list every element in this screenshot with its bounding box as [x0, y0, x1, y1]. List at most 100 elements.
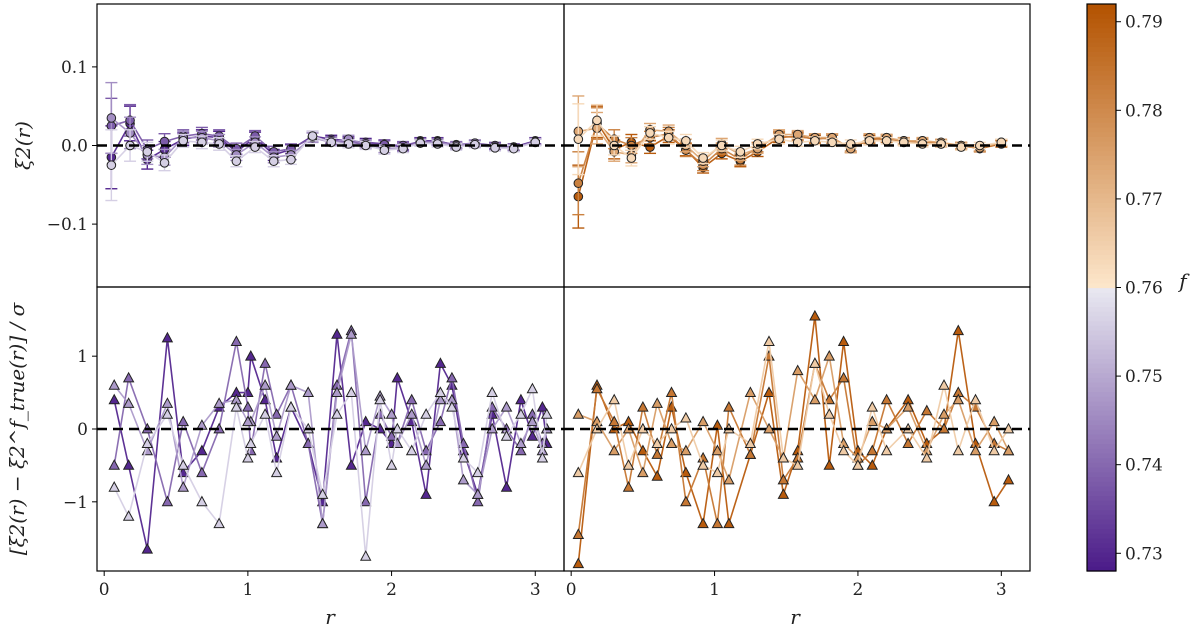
data-point [645, 128, 655, 138]
data-point [446, 400, 458, 412]
data-point [735, 146, 746, 157]
data-point [385, 430, 398, 441]
series-top-right-1 [572, 107, 1008, 216]
data-point [622, 481, 635, 492]
data-point [196, 466, 208, 478]
data-point [242, 451, 254, 463]
data-point [572, 466, 585, 478]
x-axis-label-right: r [790, 605, 801, 629]
data-point [142, 146, 153, 157]
data-point [952, 393, 965, 405]
data-point [697, 415, 709, 427]
data-point [420, 488, 432, 499]
colorbar-segment [1087, 51, 1116, 57]
colorbar-segment [1087, 410, 1116, 416]
colorbar-segment [1087, 448, 1116, 454]
colorbar-segment [1087, 566, 1116, 572]
colorbar-segment [1087, 509, 1116, 515]
data-point [637, 400, 649, 412]
data-point [446, 371, 458, 383]
data-point [651, 397, 663, 408]
colorbar-segment [1087, 514, 1116, 520]
data-point [434, 386, 447, 397]
data-point [988, 495, 1000, 507]
panel-bottom-left: 1 0 −1 0 1 2 3 [ξ2(r) − ξ2^f_true(r)] / σ [5, 286, 565, 600]
data-point [608, 393, 620, 405]
data-point [161, 408, 174, 419]
data-point [663, 132, 674, 143]
colorbar-segment [1087, 259, 1116, 265]
data-point [486, 386, 498, 397]
data-point [451, 142, 462, 152]
data-point [988, 444, 1000, 456]
data-point [752, 139, 763, 149]
colorbar-segment [1087, 476, 1116, 482]
colorbar-segment [1087, 27, 1116, 33]
data-point [259, 408, 271, 419]
colorbar-segment [1087, 504, 1116, 511]
data-point [1002, 422, 1015, 434]
data-point [405, 444, 418, 456]
colorbar-segment [1087, 89, 1116, 95]
data-point [637, 444, 649, 456]
data-point [823, 408, 836, 419]
data-point [810, 135, 820, 146]
data-point [969, 444, 982, 456]
colorbar-segment [1087, 244, 1116, 251]
data-point [823, 459, 836, 470]
data-point [526, 430, 539, 441]
colorbar-segment [1087, 164, 1116, 170]
data-point [331, 328, 343, 339]
panel-frame [563, 286, 1031, 572]
colorbar-segment [1087, 230, 1116, 237]
data-point [723, 400, 735, 412]
colorbar-segment [1087, 367, 1116, 374]
series-line [578, 355, 1010, 483]
data-point [285, 400, 297, 412]
colorbar-segment [1087, 287, 1116, 293]
data-point [777, 488, 790, 499]
data-point [259, 357, 271, 368]
data-point [385, 459, 398, 470]
data-point [952, 324, 965, 336]
data-point [108, 459, 121, 470]
data-point [936, 139, 946, 149]
colorbar-segment [1087, 467, 1116, 473]
colorbar-segment [1087, 429, 1116, 435]
colorbar-segment [1087, 46, 1116, 52]
data-point [159, 157, 170, 168]
colorbar-segment [1087, 202, 1116, 208]
colorbar-segment [1087, 552, 1116, 558]
data-point [359, 444, 372, 456]
data-point [106, 160, 117, 170]
series-line [577, 119, 1002, 197]
data-point [434, 393, 447, 405]
data-point [1002, 444, 1015, 456]
data-point [457, 451, 470, 463]
x-tick-label: 0 [566, 580, 577, 600]
data-point [122, 397, 135, 408]
y-tick-label: 0 [77, 420, 88, 440]
y-axis-label: [ξ2(r) − ξ2^f_true(r)] / σ [5, 301, 29, 555]
colorbar-segment [1087, 462, 1116, 468]
colorbar-segment [1087, 117, 1116, 123]
data-point [515, 444, 527, 456]
data-point [250, 142, 260, 152]
data-point [515, 437, 527, 448]
data-point [626, 153, 637, 163]
data-point [242, 400, 254, 412]
colorbar-segment [1087, 528, 1116, 534]
y-tick-label: −1 [63, 493, 88, 513]
data-point [680, 411, 692, 423]
data-point [809, 393, 821, 405]
data-point [345, 328, 358, 339]
data-point [434, 415, 447, 427]
x-tick-label: 0 [99, 580, 110, 600]
colorbar-segment [1087, 306, 1116, 312]
data-point [122, 459, 135, 470]
data-point [213, 397, 225, 408]
colorbar-segment [1087, 216, 1116, 222]
colorbar-segment [1087, 382, 1116, 388]
data-point [791, 364, 804, 376]
